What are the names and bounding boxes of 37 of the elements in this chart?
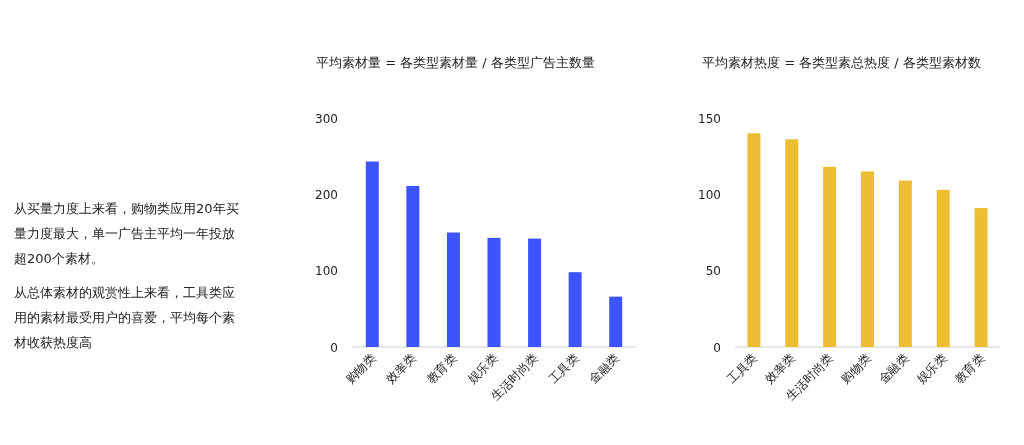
bar — [528, 238, 542, 347]
bar — [861, 171, 874, 347]
y-tick-label: 200 — [315, 187, 338, 202]
chart-title: 平均素材热度 = 各类型素总热度 / 各类型素材数 — [702, 55, 981, 70]
x-tick-label: 金融类 — [876, 351, 912, 387]
x-tick-label: 购物类 — [838, 351, 874, 387]
x-tick-label: 工具类 — [724, 351, 761, 387]
x-tick-label: 教育类 — [424, 351, 460, 387]
bar — [974, 208, 988, 347]
y-tick-label: 150 — [698, 111, 721, 126]
x-tick-label: 娱乐类 — [464, 351, 501, 387]
bar — [365, 161, 379, 347]
x-tick-label: 教育类 — [951, 351, 988, 387]
y-tick-label: 0 — [330, 340, 338, 355]
text: 从总体素材的观赏性上来看，工具类应用的素材最受用户的喜爱，平均每个素材收获热度高 — [14, 284, 236, 352]
y-tick-label: 50 — [705, 264, 721, 279]
bar — [487, 237, 501, 347]
x-tick-label: 娱乐类 — [913, 351, 950, 387]
bar — [785, 139, 799, 347]
bar — [406, 185, 420, 347]
y-tick-label: 100 — [698, 187, 721, 202]
x-tick-label: 金融类 — [586, 351, 622, 387]
bar — [898, 180, 912, 347]
x-tick-label: 效率类 — [383, 351, 419, 387]
x-tick-label: 工具类 — [545, 351, 582, 387]
y-tick-label: 300 — [315, 111, 338, 126]
bar — [568, 272, 582, 347]
bar — [936, 189, 950, 347]
bar — [446, 232, 460, 347]
x-tick-label: 购物类 — [343, 351, 379, 387]
y-tick-label: 100 — [315, 264, 338, 279]
chart-title: 平均素材量 = 各类型素材量 / 各类型广告主数量 — [316, 55, 595, 70]
bar — [823, 166, 837, 347]
text: 从买量力度上来看，购物类应用20年买量力度最大，单一广告主平均一年投放超200个素材。 — [14, 200, 240, 268]
y-tick-label: 0 — [713, 340, 721, 355]
bar — [747, 133, 761, 347]
bar — [609, 296, 623, 347]
